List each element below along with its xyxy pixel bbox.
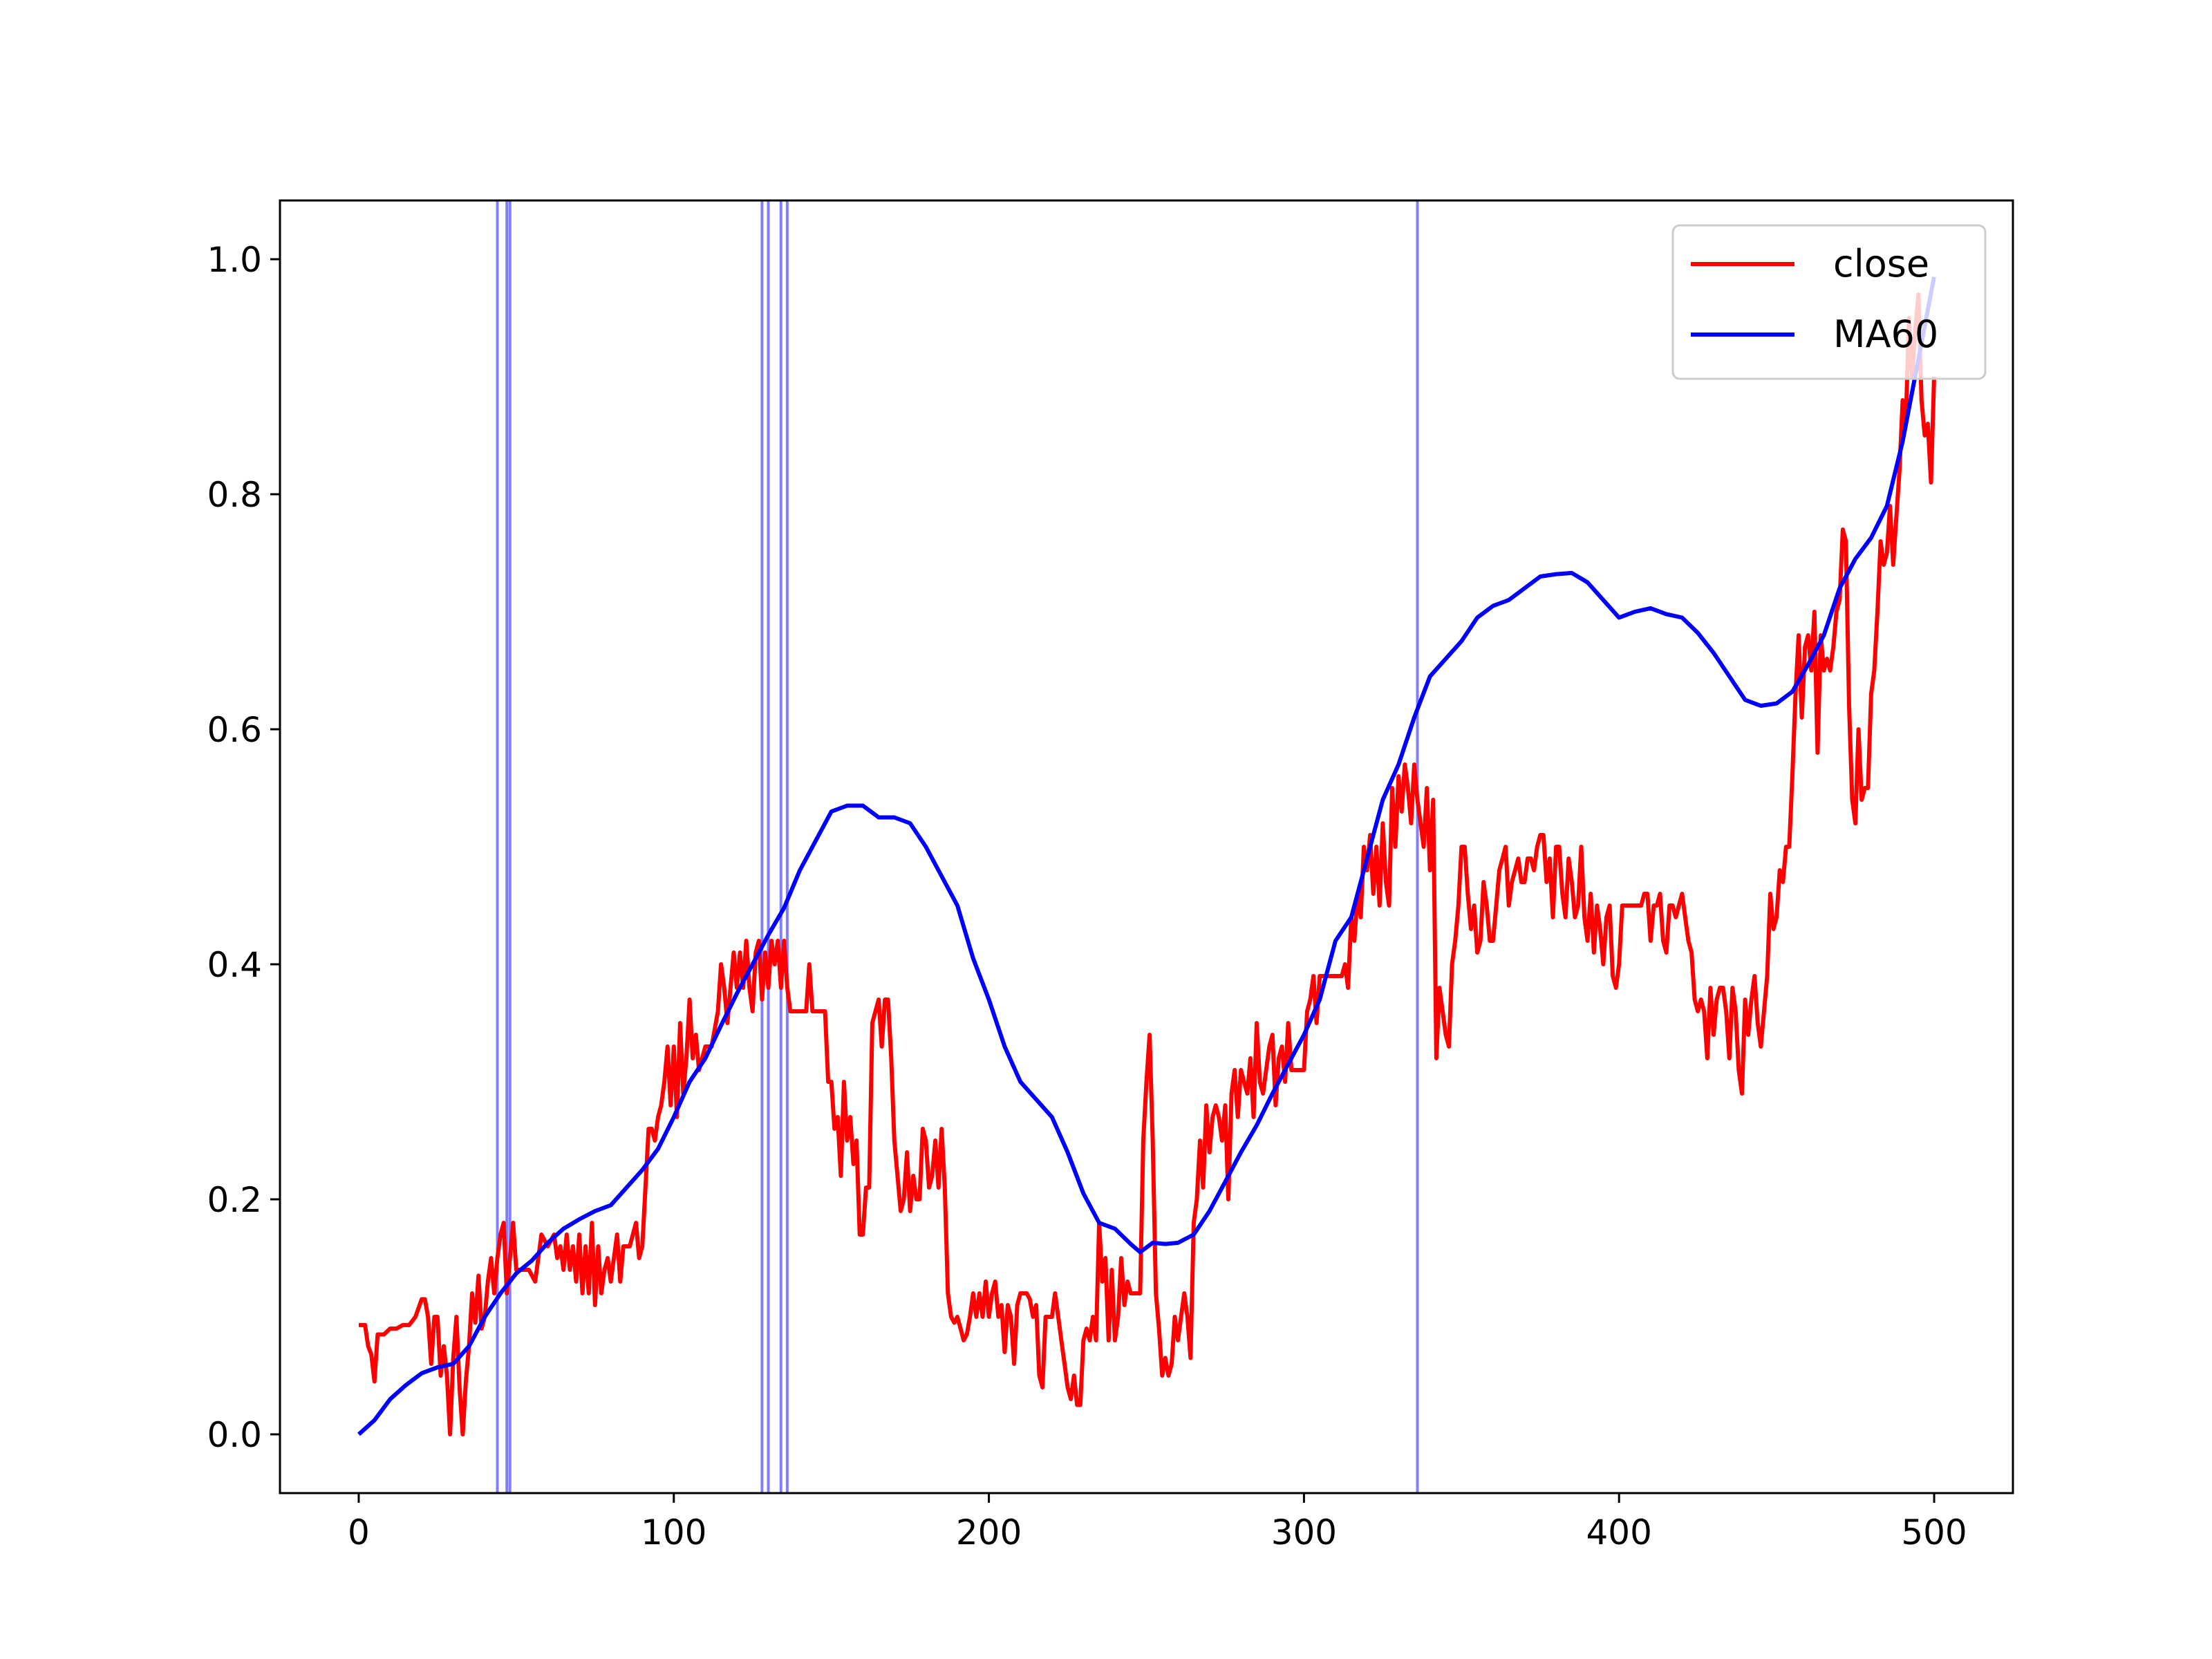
x-tick-label: 100 [641, 1512, 706, 1553]
y-tick-label: 0.4 [207, 945, 262, 985]
x-tick-label: 300 [1271, 1512, 1337, 1553]
series-line-ma60 [357, 276, 1936, 1436]
x-tick-label: 500 [1901, 1512, 1967, 1553]
x-tick-label: 0 [348, 1512, 370, 1553]
x-axis: 0 100 200 300 400 500 [348, 1493, 1967, 1553]
y-tick-label: 0.0 [207, 1415, 262, 1455]
legend: close MA60 [1671, 224, 1987, 380]
series-lines [357, 276, 1936, 1436]
y-tick-label: 0.2 [207, 1180, 262, 1220]
series-line-close [359, 292, 1936, 1436]
x-tick-label: 200 [956, 1512, 1022, 1553]
vertical-lines [496, 200, 1419, 1493]
y-tick-label: 0.6 [207, 710, 262, 750]
y-tick-label: 0.8 [207, 475, 262, 515]
legend-label-ma60: MA60 [1833, 312, 1938, 356]
plot-area-frame [279, 199, 2014, 1494]
y-tick-label: 1.0 [207, 240, 262, 280]
legend-label-close: close [1833, 242, 1929, 285]
x-tick-label: 400 [1586, 1512, 1652, 1553]
y-axis: 0.0 0.2 0.4 0.6 0.8 1.0 [207, 240, 280, 1455]
